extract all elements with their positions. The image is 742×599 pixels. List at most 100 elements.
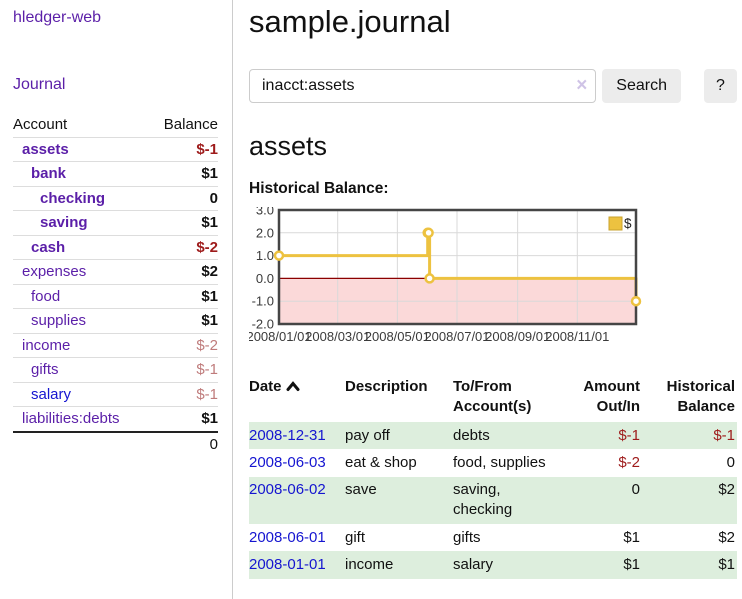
account-balance: 0: [209, 189, 218, 207]
sidebar-account-link[interactable]: saving: [40, 214, 88, 231]
register-rows: 2008-12-31 pay off debts $-1 $-1 2008-06-03 ea…: [249, 422, 737, 579]
sidebar-account-row: bank $1: [13, 161, 218, 186]
account-balance: $-2: [196, 238, 218, 256]
transaction-description: save: [345, 476, 453, 525]
svg-text:-1.0: -1.0: [252, 293, 274, 308]
sidebar-account-link[interactable]: assets: [22, 140, 69, 158]
transaction-row[interactable]: 2008-06-03 eat & shop food, supplies $-2 0: [249, 449, 737, 476]
date-column-header[interactable]: Date: [249, 375, 345, 423]
sidebar-account-row: food $1: [13, 283, 218, 309]
transaction-row[interactable]: 2008-01-01 income salary $1 $1: [249, 551, 737, 579]
account-balance: $1: [201, 287, 218, 305]
transaction-description: gift: [345, 528, 366, 546]
transaction-date-link[interactable]: 2008-06-03: [249, 453, 326, 471]
transaction-description: income: [345, 551, 453, 579]
transaction-amount: $-2: [618, 453, 640, 471]
description-column-header[interactable]: Description: [345, 377, 428, 395]
svg-text:2.0: 2.0: [256, 225, 274, 240]
balance-column-header: Balance: [163, 116, 218, 133]
transaction-row[interactable]: 2008-06-02 save saving, checking 0 $2: [249, 476, 737, 525]
sidebar-account-link[interactable]: expenses: [22, 263, 87, 280]
clear-search-icon[interactable]: ×: [576, 75, 588, 97]
account-balance: $1: [201, 410, 218, 427]
sidebar-account-row: checking 0: [13, 185, 218, 211]
svg-text:2008/05/01: 2008/05/01: [365, 329, 430, 344]
sidebar-account-link[interactable]: income: [22, 336, 71, 354]
accounts-column-header[interactable]: To/From Account(s): [453, 377, 532, 415]
accounts-table: Account Balance assets $-1 bank $1 checking 0…: [13, 113, 218, 456]
transaction-row[interactable]: 2008-12-31 pay off debts $-1 $-1: [249, 422, 737, 450]
sidebar: hledger-web Journal Account Balance asse…: [0, 0, 233, 599]
svg-text:3.0: 3.0: [256, 207, 274, 218]
transaction-accounts: debts: [453, 422, 567, 450]
sidebar-account-row: supplies $1: [13, 308, 218, 333]
sidebar-account-link[interactable]: bank: [31, 165, 67, 182]
transaction-row[interactable]: 2008-06-01 gift gifts $1 $2: [249, 524, 737, 551]
transaction-balance: $-1: [642, 422, 737, 450]
sort-ascending-icon: [286, 378, 300, 398]
register-header-row: Date Description To/From Account(s) Amou…: [249, 375, 737, 423]
transaction-accounts: gifts: [453, 528, 481, 546]
balance-chart-svg: $3.0 2.0 1.0 0.0 -1.0 -2.02008/01/012008/03/0…: [246, 202, 642, 344]
transaction-date-link[interactable]: 2008-06-02: [249, 481, 326, 499]
search-input[interactable]: [249, 69, 597, 104]
svg-text:2008/01/01: 2008/01/01: [249, 329, 312, 344]
help-button[interactable]: ?: [704, 69, 737, 104]
balance-column-header-register[interactable]: Historical Balance: [666, 377, 735, 415]
transaction-accounts: food, supplies: [453, 453, 546, 471]
sidebar-account-link[interactable]: checking: [40, 189, 106, 207]
account-balance: $-2: [196, 336, 218, 354]
app-title-link[interactable]: hledger-web: [13, 9, 102, 26]
sidebar-account-link[interactable]: gifts: [31, 361, 59, 378]
sidebar-account-link[interactable]: liabilities:debts: [22, 410, 120, 427]
sidebar-account-row: assets $-1: [13, 136, 218, 162]
transaction-description: pay off: [345, 422, 453, 450]
transaction-date-link[interactable]: 2008-06-01: [249, 528, 326, 546]
transaction-date-link[interactable]: 2008-01-01: [249, 555, 326, 573]
sidebar-item-journal[interactable]: Journal: [13, 76, 66, 93]
sidebar-account-link[interactable]: food: [31, 287, 61, 305]
historical-balance-chart: $3.0 2.0 1.0 0.0 -1.0 -2.0 2008/01/01 2008/03/0…: [246, 202, 737, 362]
search-button[interactable]: Search: [602, 69, 681, 104]
svg-text:$: $: [624, 216, 632, 231]
sidebar-account-row: salary $-1: [13, 381, 218, 407]
account-balance: $1: [201, 214, 218, 231]
transaction-amount: $1: [567, 551, 642, 579]
sidebar-account-link[interactable]: salary: [31, 385, 72, 403]
sidebar-account-row: liabilities:debts $1: [13, 406, 218, 431]
sidebar-account-link[interactable]: cash: [31, 238, 66, 256]
accounts-total-value: 0: [209, 435, 218, 453]
sidebar-account-row: expenses $2: [13, 259, 218, 284]
transaction-amount: 0: [567, 476, 642, 525]
accounts-table-header: Account Balance: [13, 113, 218, 137]
svg-text:2008/09/01: 2008/09/01: [485, 329, 550, 344]
account-balance: $1: [201, 312, 218, 329]
svg-text:1.0: 1.0: [256, 248, 274, 263]
svg-text:0.0: 0.0: [256, 270, 274, 285]
transaction-balance: $1: [642, 551, 737, 579]
chart-label: Historical Balance:: [249, 179, 389, 197]
svg-text:2008/07/01: 2008/07/01: [424, 329, 489, 344]
transaction-balance: $2: [718, 528, 735, 546]
sidebar-account-link[interactable]: supplies: [31, 312, 87, 329]
svg-text:2008/03/01: 2008/03/01: [305, 329, 370, 344]
transaction-amount: $-1: [567, 422, 642, 450]
transaction-date-link[interactable]: 2008-12-31: [249, 426, 326, 444]
sidebar-account-rows: assets $-1 bank $1 checking 0 saving $1 cash $-2 e…: [13, 136, 218, 431]
sidebar-account-row: cash $-2: [13, 234, 218, 260]
search-bar: × Search ?: [249, 69, 737, 104]
account-balance: $-1: [196, 361, 218, 378]
transaction-amount: $1: [623, 528, 640, 546]
page-title: sample.journal: [249, 4, 451, 39]
amount-column-header[interactable]: Amount Out/In: [583, 377, 640, 415]
transaction-balance: $2: [642, 476, 737, 525]
svg-text:2008/11/01: 2008/11/01: [545, 329, 609, 344]
account-page-title: assets: [249, 131, 328, 162]
account-balance: $1: [201, 165, 218, 182]
transaction-accounts: salary: [453, 551, 567, 579]
transaction-balance: 0: [726, 453, 735, 471]
svg-text:-2.0: -2.0: [252, 316, 274, 331]
account-balance: $-1: [196, 140, 218, 158]
account-balance: $-1: [196, 385, 218, 403]
